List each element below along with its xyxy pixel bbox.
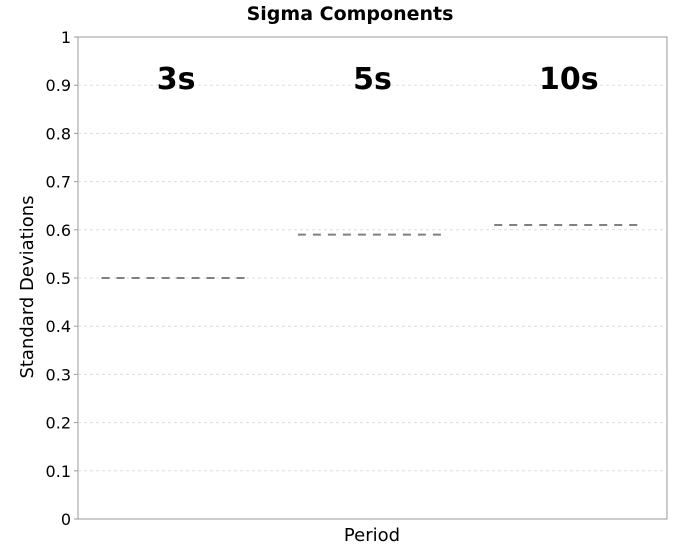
y-axis: 0 0.1 0.2 0.3 0.4 0.5 0.6 0.7 0.8 0.9 1 bbox=[46, 28, 78, 529]
category-labels: 3s 5s 10s bbox=[157, 62, 599, 97]
y-tick-label: 0.3 bbox=[46, 365, 71, 384]
y-tick-label: 0.8 bbox=[46, 124, 71, 143]
gridlines bbox=[78, 84, 667, 472]
y-axis-label: Standard Deviations bbox=[17, 195, 38, 378]
chart-title: Sigma Components bbox=[247, 3, 454, 25]
series-lines bbox=[101, 223, 644, 279]
y-tick-label: 0 bbox=[61, 510, 71, 529]
y-tick-label: 0.9 bbox=[46, 76, 71, 95]
category-label: 10s bbox=[539, 62, 599, 97]
y-tick-label: 0.2 bbox=[46, 414, 71, 433]
category-label: 5s bbox=[353, 62, 392, 97]
y-tick-label: 0.4 bbox=[46, 317, 71, 336]
y-tick-label: 1 bbox=[61, 28, 71, 47]
y-tick-label: 0.6 bbox=[46, 221, 71, 240]
x-axis-label: Period bbox=[344, 525, 400, 546]
category-label: 3s bbox=[157, 62, 196, 97]
y-tick-label: 0.5 bbox=[46, 269, 71, 288]
y-tick-label: 0.7 bbox=[46, 173, 71, 192]
y-tick-label: 0.1 bbox=[46, 462, 71, 481]
